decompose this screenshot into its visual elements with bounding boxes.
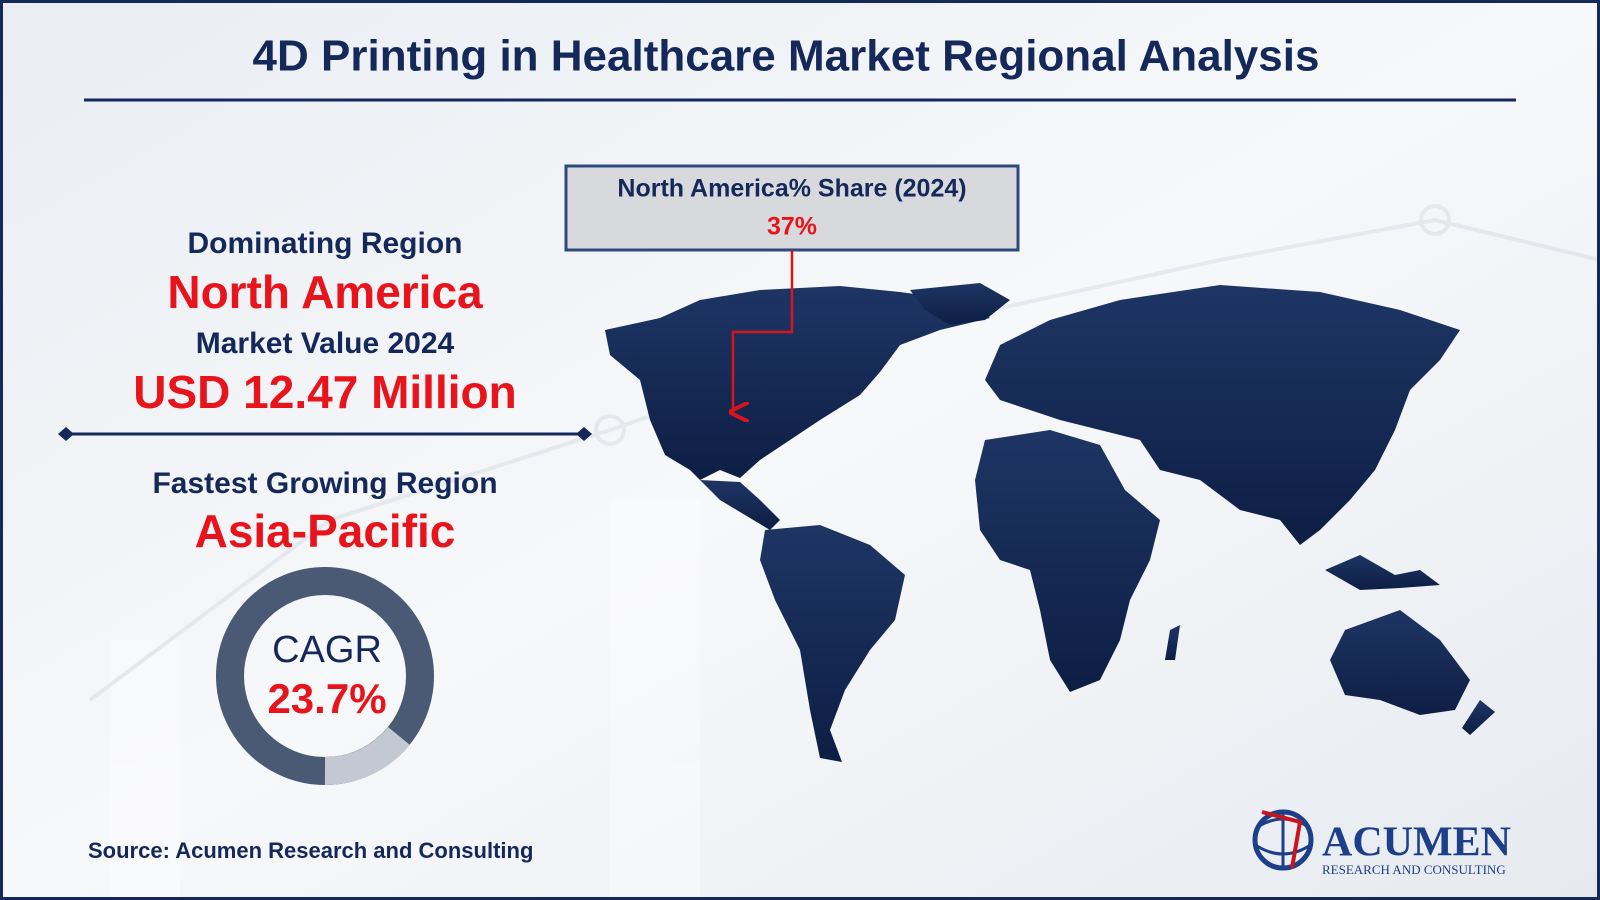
logo: ACUMEN RESEARCH AND CONSULTING: [1252, 809, 1511, 877]
fastest-region: Asia-Pacific: [195, 505, 456, 557]
divider: [58, 427, 592, 441]
dominating-region: North America: [167, 266, 483, 318]
cagr-label: CAGR: [272, 629, 382, 671]
fastest-label: Fastest Growing Region: [152, 467, 497, 500]
world-map: [605, 283, 1495, 762]
callout-pointer: [733, 250, 794, 412]
dominating-label: Dominating Region: [188, 227, 463, 260]
cagr-value: 23.7%: [267, 675, 386, 722]
background-decor: [88, 204, 1600, 900]
callout-label: North America% Share (2024): [617, 175, 966, 203]
callout-value: 37%: [767, 213, 817, 241]
cagr-ring: [216, 567, 434, 786]
market-value-label: Market Value 2024: [196, 327, 455, 360]
source: Source: Acumen Research and Consulting: [88, 838, 533, 863]
title: 4D Printing in Healthcare Market Regiona…: [253, 32, 1320, 81]
logo-tagline: RESEARCH AND CONSULTING: [1322, 862, 1506, 877]
logo-name: ACUMEN: [1322, 820, 1511, 866]
market-value: USD 12.47 Million: [133, 366, 516, 418]
